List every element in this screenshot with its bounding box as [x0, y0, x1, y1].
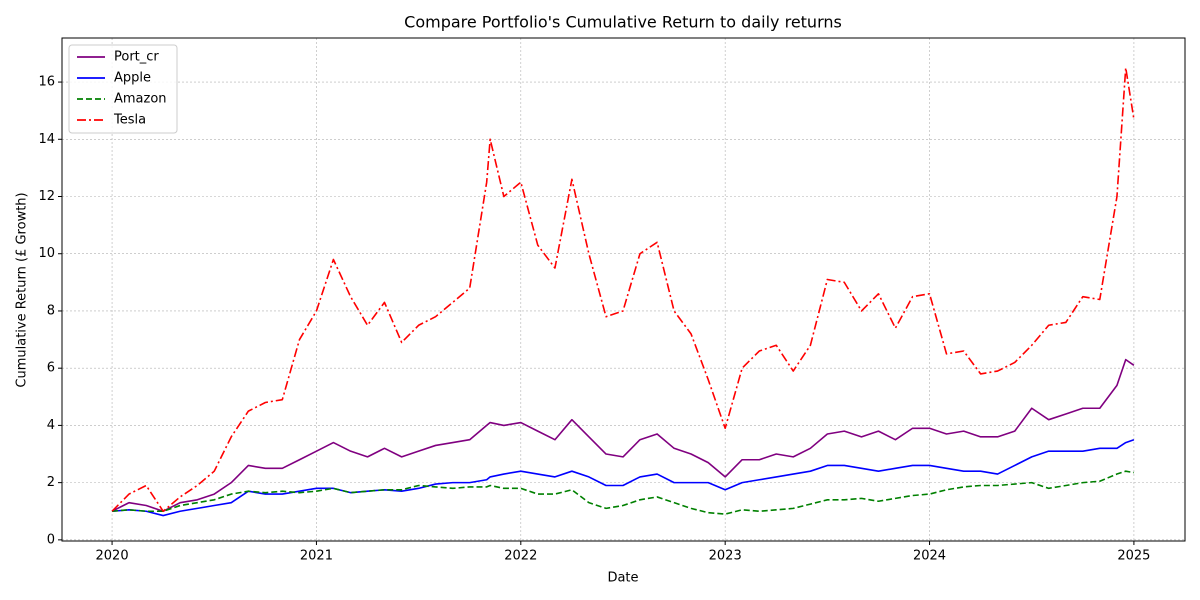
y-axis-label: Cumulative Return (£ Growth) [15, 192, 30, 387]
series-line [111, 66, 1135, 513]
plot-frame [61, 37, 1186, 542]
y-tick-label: 16 [38, 75, 55, 90]
x-tick-label: 2023 [709, 549, 742, 564]
legend-box [68, 44, 178, 134]
series-line [112, 438, 1135, 517]
legend-label: Apple [114, 71, 151, 86]
x-tick-label: 2022 [504, 549, 537, 564]
y-tick-label: 2 [47, 475, 55, 490]
y-tick-label: 0 [47, 532, 55, 547]
y-tick-label: 12 [38, 189, 55, 204]
series-line [112, 470, 1135, 515]
x-axis-label: Date [607, 571, 638, 586]
y-tick-label: 4 [47, 418, 55, 433]
x-tick-label: 2020 [96, 549, 129, 564]
y-tick-label: 10 [38, 246, 55, 261]
series-line [111, 358, 1135, 513]
x-tick-label: 2024 [913, 549, 946, 564]
x-tick-label: 2025 [1117, 549, 1150, 564]
legend-label: Amazon [114, 92, 167, 107]
legend: Port_cr Apple Amazon Tesla [68, 44, 178, 134]
y-tick-label: 6 [47, 361, 55, 376]
legend-label: Port_cr [114, 50, 159, 65]
chart-title: Compare Portfolio's Cumulative Return to… [404, 13, 842, 32]
x-tick-label: 2021 [300, 549, 333, 564]
legend-label: Tesla [113, 113, 146, 128]
y-tick-label: 8 [47, 303, 55, 318]
y-tick-label: 14 [38, 132, 55, 147]
